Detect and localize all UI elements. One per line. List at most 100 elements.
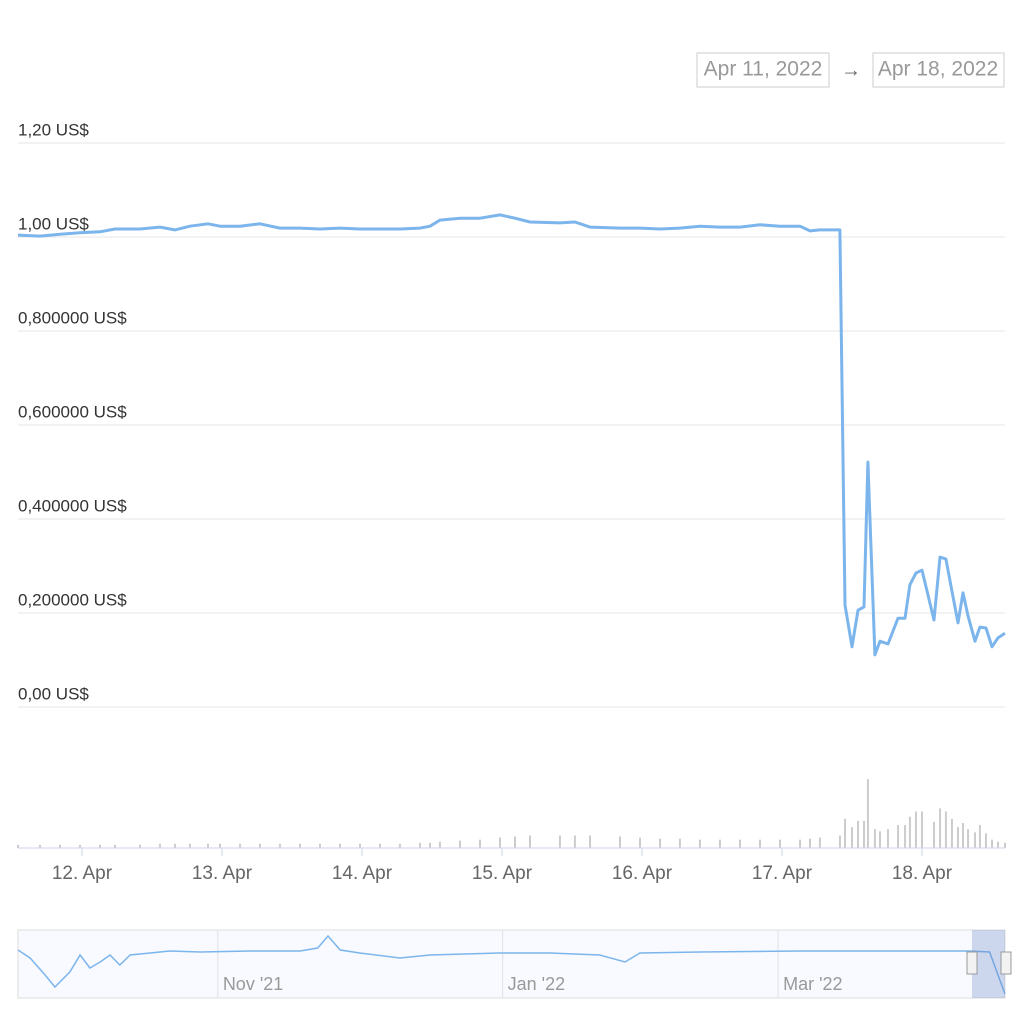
volume-bar <box>298 843 301 848</box>
volume-bar <box>886 829 889 848</box>
volume-bar <box>863 820 866 848</box>
volume-bar <box>873 829 876 848</box>
volume-bar <box>718 839 721 848</box>
volume-bar <box>818 837 821 848</box>
navigator-tick-label: Nov '21 <box>223 974 283 994</box>
volume-bar <box>678 838 681 848</box>
volume-bar <box>589 835 592 848</box>
volume-bar <box>573 835 576 848</box>
volume-bar <box>158 843 161 848</box>
volume-bar <box>429 842 432 848</box>
y-tick-label: 1,00 US$ <box>18 214 89 233</box>
volume-bar <box>173 843 176 848</box>
navigator-line <box>17 934 1006 995</box>
volume-bar <box>914 811 917 848</box>
range-to-box[interactable] <box>872 52 1005 88</box>
navigator-handle[interactable] <box>966 951 978 975</box>
volume-bar <box>114 844 117 848</box>
volume-bar <box>99 844 102 848</box>
volume-bar <box>318 843 321 848</box>
volume-bar <box>908 816 911 848</box>
volume-bar <box>738 839 741 848</box>
volume-bar <box>759 839 761 848</box>
volume-bar <box>219 843 222 848</box>
volume-bar <box>939 808 942 848</box>
volume-bar <box>920 811 923 848</box>
volume-bar <box>458 840 461 848</box>
volume-bar <box>138 844 141 848</box>
price-line <box>17 213 1006 657</box>
volume-bar <box>278 843 281 848</box>
volume-bar <box>258 843 261 848</box>
x-tick-label: 16. Apr <box>612 863 673 884</box>
volume-bar <box>897 825 900 848</box>
volume-bar <box>990 839 993 848</box>
volume-bar <box>779 839 782 848</box>
volume-bar <box>38 844 41 848</box>
navigator-tick-label: Mar '22 <box>783 974 842 994</box>
range-from[interactable]: Apr 11, 2022 <box>704 58 823 81</box>
y-tick-label: 0,200000 US$ <box>18 590 127 609</box>
volume-bar <box>359 843 362 848</box>
y-tick-label: 0,600000 US$ <box>18 402 127 421</box>
volume-bar <box>978 825 981 848</box>
volume-bar <box>418 842 421 848</box>
volume-bar <box>933 821 936 848</box>
volume-bar <box>438 841 441 848</box>
volume-bar <box>967 829 970 848</box>
volume-bar <box>838 835 841 848</box>
volume-bar <box>857 820 859 848</box>
navigator-box <box>17 929 1006 999</box>
volume-bar <box>956 827 959 848</box>
volume-bar <box>904 825 907 848</box>
volume-bar <box>962 822 964 848</box>
x-tick-label: 13. Apr <box>192 863 253 884</box>
y-tick-label: 1,20 US$ <box>18 120 89 139</box>
volume-bar <box>997 841 999 848</box>
x-tick-label: 15. Apr <box>472 863 533 884</box>
range-from-box[interactable] <box>696 52 830 88</box>
volume-bar <box>1004 842 1006 848</box>
volume-bar <box>528 835 531 848</box>
x-tick-label: 12. Apr <box>52 863 113 884</box>
volume-bar <box>866 779 869 848</box>
x-tick-label: 18. Apr <box>892 863 953 884</box>
volume-bar <box>59 844 61 848</box>
volume-bar <box>558 835 561 848</box>
range-to[interactable]: Apr 18, 2022 <box>878 58 998 81</box>
volume-bar <box>950 818 953 848</box>
x-tick-label: 17. Apr <box>752 863 813 884</box>
volume-bar <box>619 836 621 848</box>
y-tick-label: 0,00 US$ <box>18 684 89 703</box>
volume-bar <box>206 843 209 848</box>
volume-bar <box>379 843 382 848</box>
navigator-handle[interactable] <box>1000 951 1012 975</box>
volume-bar <box>239 843 242 848</box>
volume-bar <box>188 843 191 848</box>
volume-bar <box>659 838 662 848</box>
x-tick-label: 14. Apr <box>332 863 393 884</box>
volume-bar <box>514 836 516 848</box>
volume-bar <box>79 844 82 848</box>
volume-bar <box>398 843 401 848</box>
volume-bar <box>974 832 977 848</box>
volume-bar <box>17 844 19 848</box>
volume-bar <box>944 811 947 848</box>
volume-bar <box>850 827 853 848</box>
volume-bar <box>479 839 481 848</box>
navigator-tick-label: Jan '22 <box>508 974 565 994</box>
volume-bar <box>799 839 802 848</box>
volume-bar <box>984 833 987 848</box>
volume-bar <box>639 837 642 848</box>
range-arrow: → <box>841 59 861 81</box>
volume-bar <box>808 838 811 848</box>
y-tick-label: 0,800000 US$ <box>18 308 127 327</box>
volume-bar <box>698 839 701 848</box>
y-tick-label: 0,400000 US$ <box>18 496 127 515</box>
volume-bar <box>843 818 846 848</box>
volume-bar <box>339 843 341 848</box>
volume-bar <box>878 831 881 848</box>
volume-bar <box>499 837 502 848</box>
